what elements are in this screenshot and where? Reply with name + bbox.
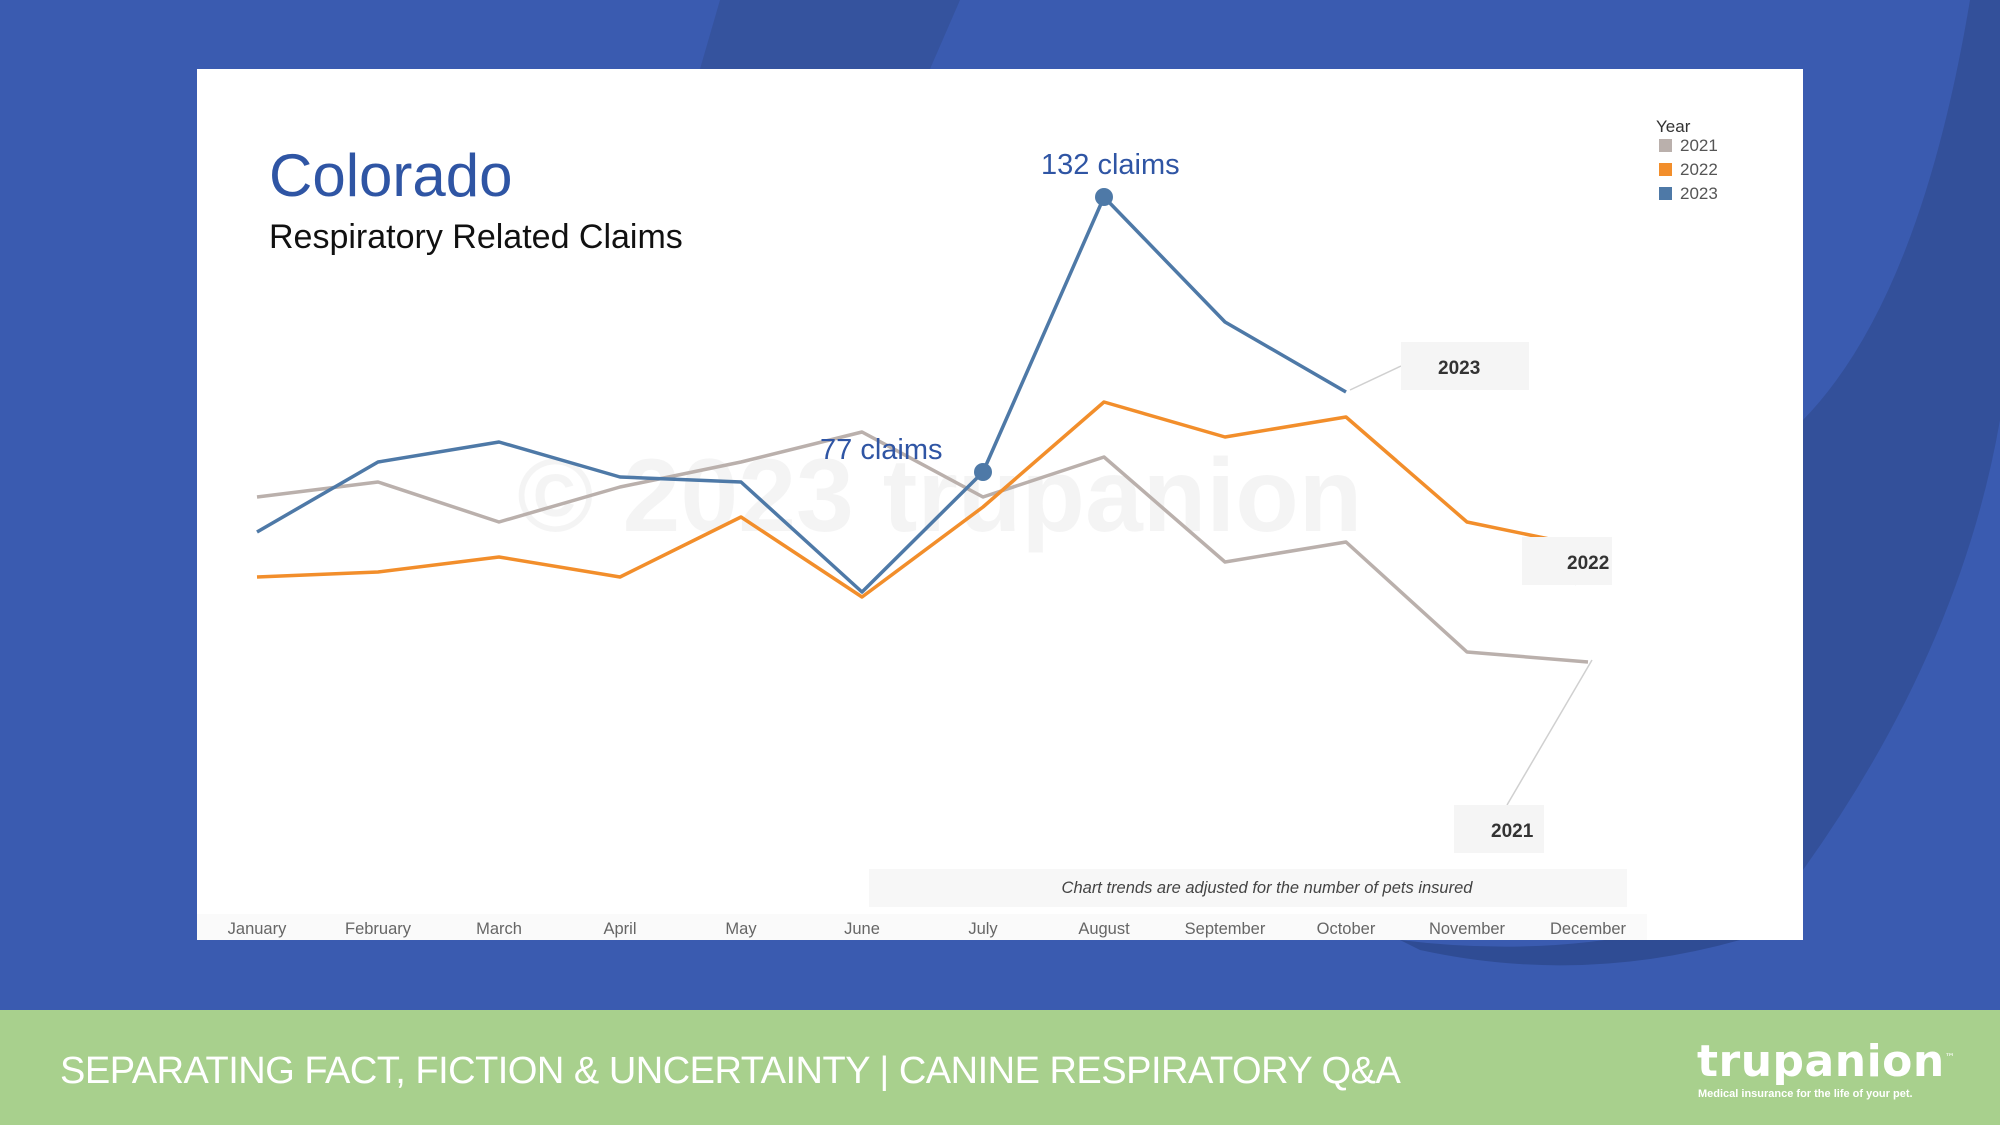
- end-label-box: [1401, 342, 1529, 390]
- brand-tagline: Medical insurance for the life of your p…: [1698, 1088, 1913, 1100]
- series-line-2021: [256, 430, 1589, 664]
- series-lines: [256, 195, 1589, 664]
- series-end-labels: 2023 2022 2021: [1349, 342, 1612, 853]
- x-axis-panel: [197, 914, 1647, 940]
- x-tick-label: March: [476, 920, 522, 938]
- legend-title: Year: [1656, 117, 1691, 136]
- footnote-panel: [869, 869, 1627, 907]
- series-line-2022: [256, 400, 1589, 599]
- x-tick-label: August: [1078, 920, 1130, 938]
- end-label-2023: 2023: [1438, 358, 1480, 379]
- chart-card: © 2023 trupanion Colorado Respiratory Re…: [197, 69, 1803, 940]
- watermark: © 2023 trupanion: [517, 438, 1362, 554]
- legend-label-2022: 2022: [1680, 160, 1718, 179]
- x-tick-label: November: [1429, 920, 1506, 938]
- legend-label-2023: 2023: [1680, 184, 1718, 203]
- annotation-marker: [974, 463, 992, 481]
- x-axis: January February March April May June July Augu…: [228, 920, 1627, 938]
- end-label-leader: [1506, 659, 1593, 806]
- x-tick-label: June: [844, 920, 880, 938]
- annotations: 77 claims 132 claims: [820, 149, 1180, 481]
- end-label-2021: 2021: [1491, 821, 1534, 842]
- annotation-label: 77 claims: [820, 434, 943, 466]
- chart-footnote: Chart trends are adjusted for the number…: [1062, 879, 1474, 897]
- end-label-box: [1454, 805, 1544, 853]
- legend-swatch-2022: [1659, 163, 1672, 176]
- x-tick-label: July: [968, 920, 998, 938]
- trademark-mark: ™: [1944, 1052, 1956, 1064]
- x-tick-label: September: [1185, 920, 1266, 938]
- x-tick-label: May: [725, 920, 757, 938]
- series-line-2023: [256, 195, 1347, 594]
- annotation-label: 132 claims: [1041, 149, 1180, 181]
- brand-name: trupanion: [1697, 1036, 1945, 1087]
- line-chart: © 2023 trupanion Colorado Respiratory Re…: [197, 117, 1718, 940]
- legend-swatch-2023: [1659, 187, 1672, 200]
- x-tick-label: December: [1550, 920, 1627, 938]
- end-label-box: [1522, 537, 1612, 585]
- x-tick-label: April: [603, 920, 636, 938]
- x-tick-label: January: [228, 920, 287, 938]
- annotation-marker: [1095, 188, 1113, 206]
- footer-bar: [0, 1010, 2000, 1125]
- legend-swatch-2021: [1659, 139, 1672, 152]
- decor-band-top: [700, 0, 960, 69]
- footer-title: SEPARATING FACT, FICTION & UNCERTAINTY |…: [60, 1050, 1401, 1092]
- legend-label-2021: 2021: [1680, 136, 1718, 155]
- x-tick-label: October: [1317, 920, 1376, 938]
- chart-subtitle: Respiratory Related Claims: [269, 218, 683, 256]
- chart-title: Colorado: [269, 142, 513, 209]
- legend: Year 2021 2022 2023: [1656, 117, 1718, 203]
- end-label-2022: 2022: [1567, 553, 1609, 574]
- trupanion-logo: trupanion™: [1697, 1036, 1955, 1087]
- end-label-leader: [1349, 365, 1402, 391]
- decor-arc-right: [1803, 0, 2000, 870]
- x-tick-label: February: [345, 920, 412, 938]
